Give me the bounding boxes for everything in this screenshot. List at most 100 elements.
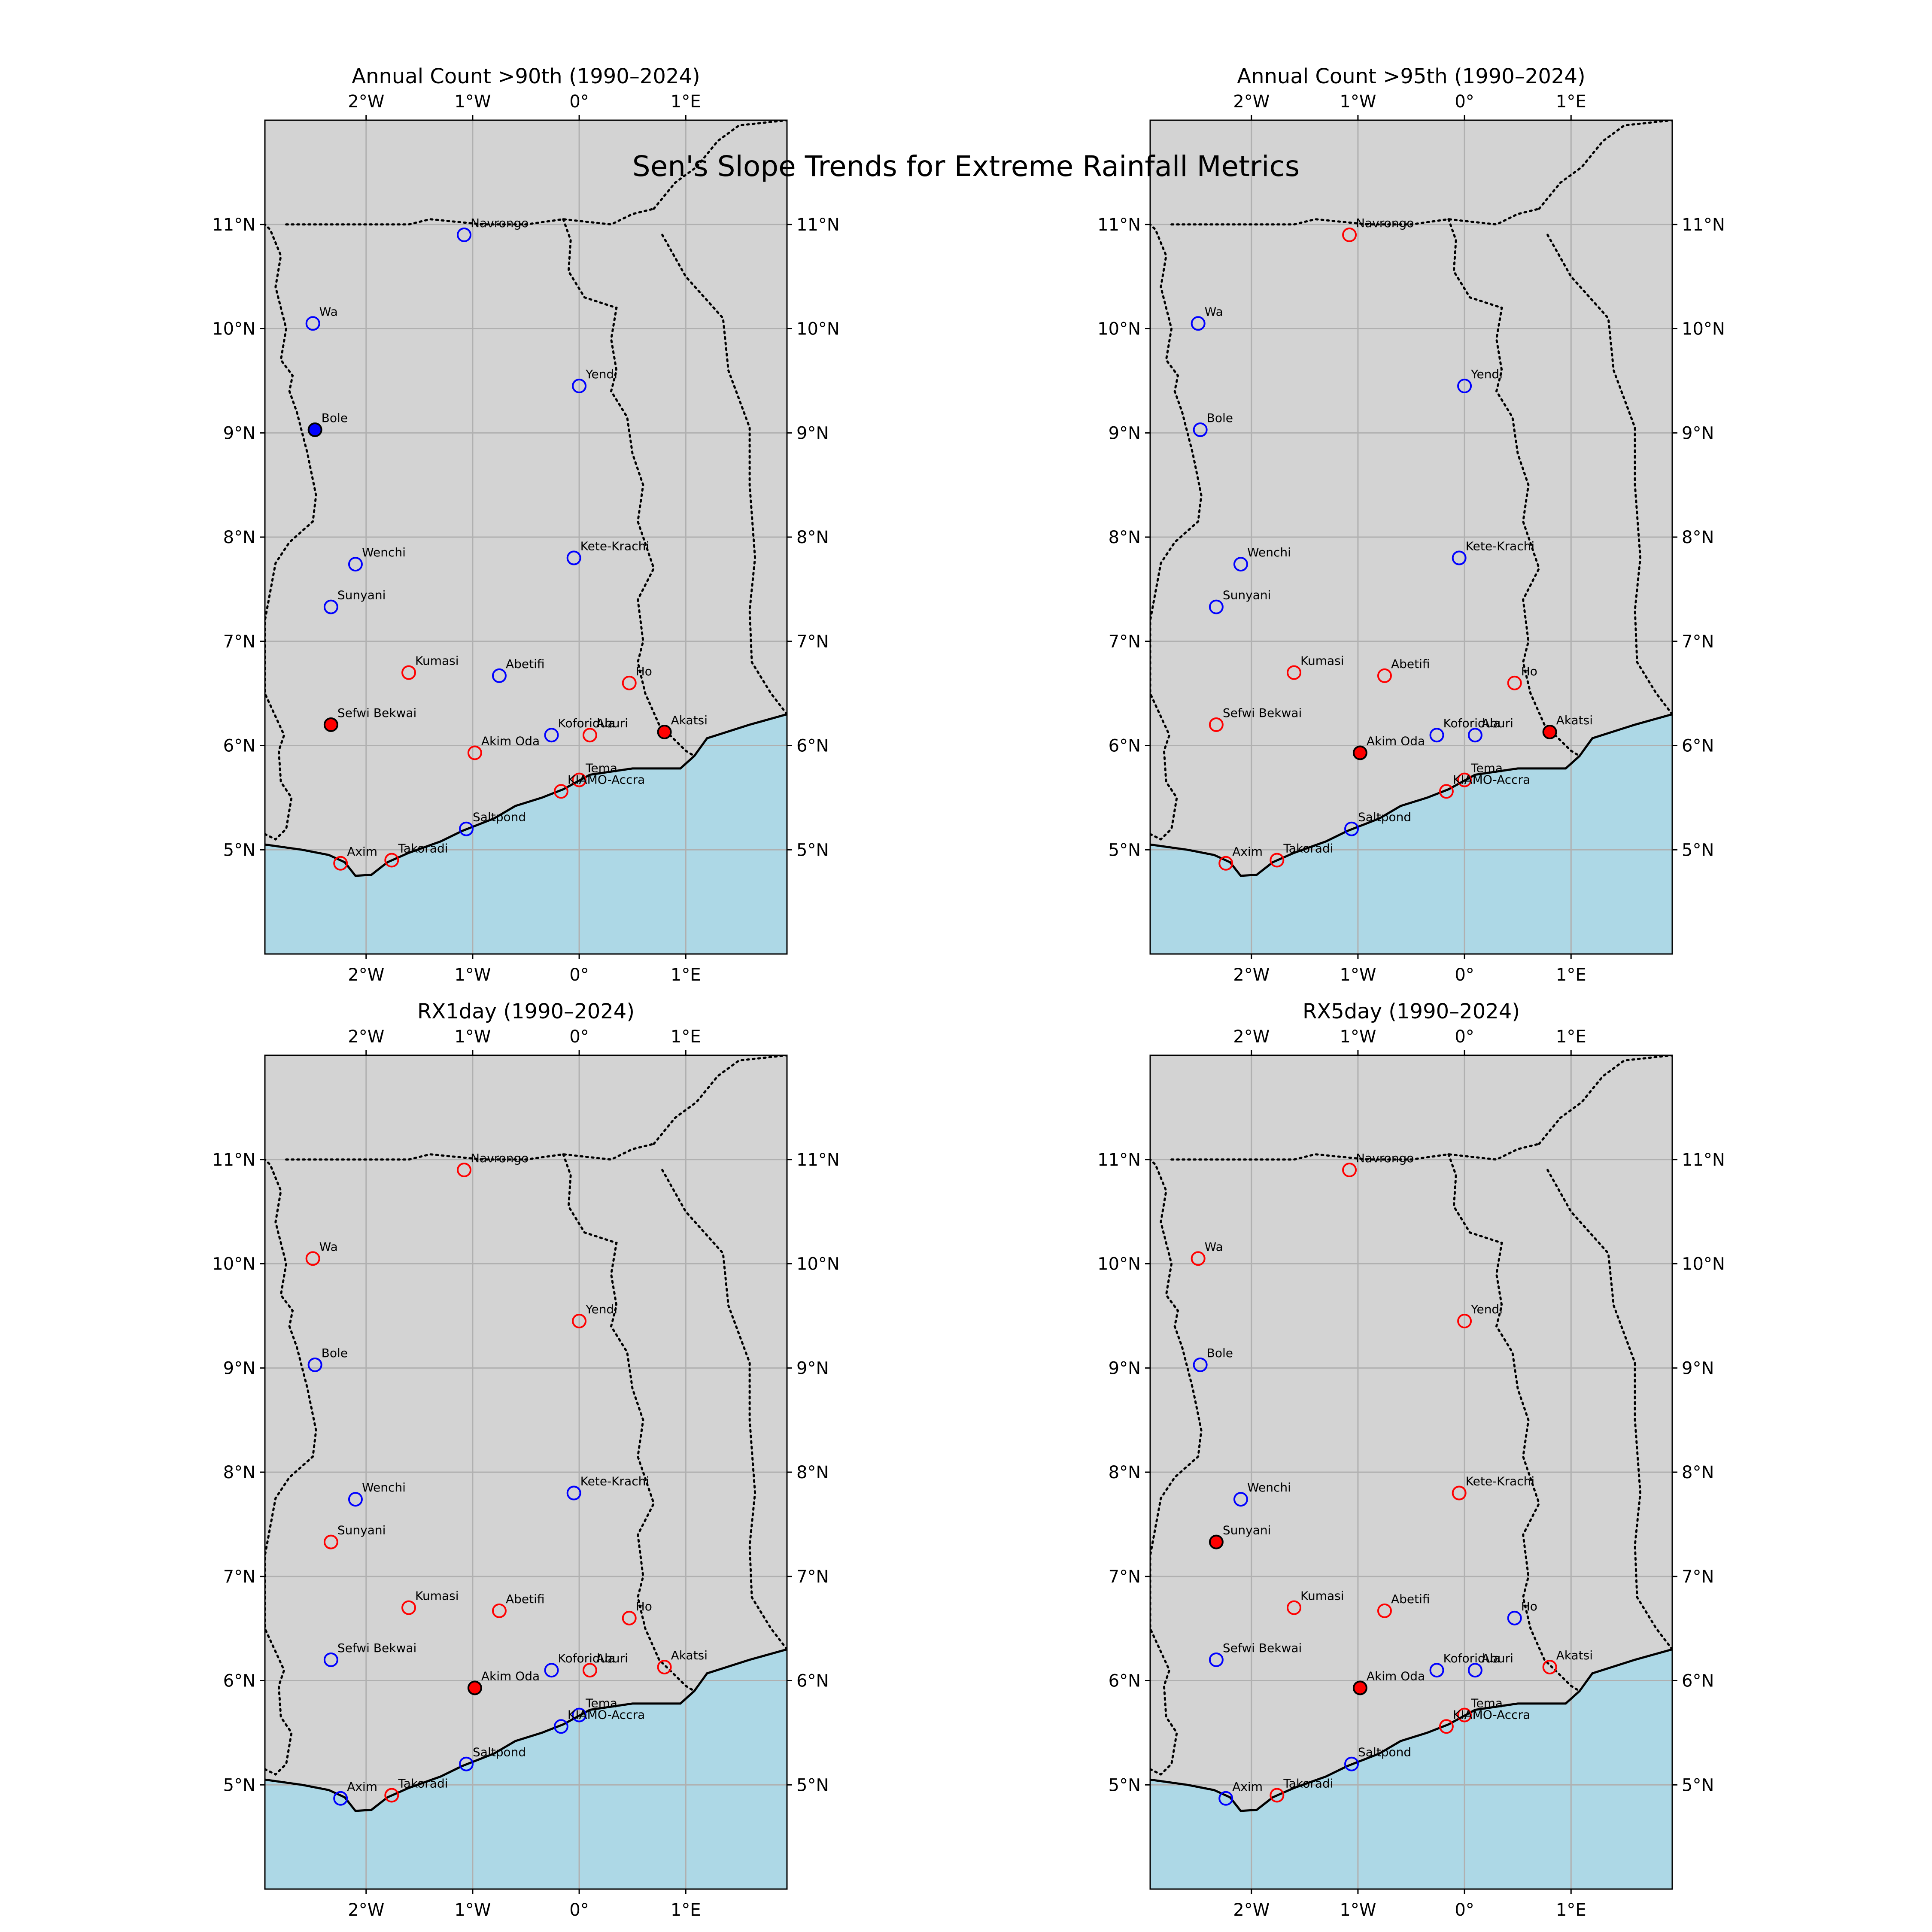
- station-label: Wa: [319, 1239, 338, 1254]
- country-border: [1538, 120, 1672, 210]
- station-marker: [1209, 717, 1224, 732]
- station-label: Yendi: [585, 367, 617, 381]
- lat-tick-label: 8°N: [1109, 528, 1141, 547]
- lat-tick-label: 10°N: [212, 319, 255, 339]
- lat-tick-label: 9°N: [223, 423, 255, 443]
- map-panel-1: Navrongo Wa Yendi Bole Kete-Krachi Wenchi Suny…: [212, 64, 840, 985]
- station-label: Abetifi: [506, 1592, 545, 1606]
- station-marker: [1429, 728, 1444, 743]
- station-marker: [1342, 1163, 1357, 1178]
- lon-tick-label: 2°W: [348, 965, 384, 985]
- station-marker: [622, 1610, 637, 1625]
- lon-tick-label-top: 1°W: [454, 92, 491, 112]
- lat-tick-label-right: 10°N: [1682, 319, 1725, 339]
- lon-tick-label: 1°W: [454, 965, 491, 985]
- lat-tick-label-right: 8°N: [1682, 528, 1714, 547]
- lat-tick-label-right: 10°N: [796, 1255, 840, 1274]
- station-marker: [384, 1788, 399, 1803]
- station-marker: [323, 1652, 338, 1667]
- lat-tick-label-right: 7°N: [1682, 632, 1714, 652]
- station-marker: [333, 856, 348, 871]
- station-label: Kumasi: [1300, 1589, 1344, 1603]
- lat-tick-label: 6°N: [1109, 736, 1141, 756]
- station-marker: [492, 668, 507, 683]
- country-border: [1170, 1142, 1540, 1161]
- station-marker: [572, 772, 587, 787]
- station-label: Aburi: [1482, 716, 1513, 730]
- lat-tick-label: 7°N: [223, 1567, 255, 1587]
- station-marker: [1452, 1485, 1467, 1501]
- station-marker: [401, 665, 416, 680]
- station-label: Takoradi: [1283, 841, 1333, 856]
- station-label: Aburi: [1482, 1651, 1513, 1665]
- station-marker: [323, 1534, 338, 1549]
- station-marker: [401, 1600, 416, 1615]
- lat-tick-label-right: 7°N: [796, 632, 829, 652]
- panel-title: RX5day (1990–2024): [1303, 999, 1520, 1024]
- station-marker: [1452, 550, 1467, 565]
- station-label: Bole: [322, 1346, 348, 1360]
- ocean-area: [265, 1649, 787, 1889]
- station-marker: [1467, 1663, 1482, 1678]
- station-marker: [459, 1756, 474, 1771]
- station-marker: [1507, 675, 1522, 690]
- lon-tick-label-top: 1°E: [1556, 1027, 1586, 1047]
- lon-tick-label-top: 2°W: [348, 92, 384, 112]
- country-border: [285, 207, 655, 226]
- station-label: Takoradi: [1283, 1777, 1333, 1791]
- station-label: Aburi: [596, 716, 628, 730]
- station-label: Akim Oda: [481, 1669, 540, 1683]
- panel-title: RX1day (1990–2024): [417, 999, 635, 1024]
- station-label: Saltpond: [1358, 810, 1411, 824]
- station-marker: [1209, 1652, 1224, 1667]
- station-label: Tema: [585, 761, 617, 775]
- station-marker: [572, 1707, 587, 1722]
- station-label: Sunyani: [337, 1523, 386, 1537]
- station-label: Wenchi: [362, 545, 406, 559]
- lon-tick-label: 1°E: [1556, 965, 1586, 985]
- station-label: Yendi: [585, 1302, 617, 1316]
- station-marker: [1457, 772, 1472, 787]
- station-label: Akim Oda: [1367, 1669, 1425, 1683]
- station-marker: [1344, 821, 1359, 836]
- station-label: Akatsi: [671, 1648, 708, 1662]
- station-marker: [1429, 1663, 1444, 1678]
- station-marker: [1233, 1492, 1248, 1507]
- station-marker: [1218, 1791, 1233, 1806]
- station-label: Yendi: [1470, 367, 1503, 381]
- country-border: [265, 1158, 317, 1776]
- station-marker: [1352, 1680, 1367, 1695]
- station-marker: [544, 728, 559, 743]
- lat-tick-label-right: 11°N: [1682, 1150, 1725, 1170]
- lat-tick-label: 7°N: [223, 632, 255, 652]
- station-marker: [459, 821, 474, 836]
- country-border: [1538, 1055, 1672, 1145]
- station-marker: [572, 379, 587, 394]
- lat-tick-label-right: 8°N: [796, 1463, 829, 1482]
- station-marker: [1377, 668, 1392, 683]
- station-label: Koforidua: [558, 1651, 615, 1665]
- station-label: Takoradi: [398, 841, 448, 856]
- lon-tick-label: 1°E: [1556, 1900, 1586, 1920]
- lat-tick-label: 9°N: [223, 1358, 255, 1378]
- station-label: KIAMO-Accra: [1453, 1707, 1530, 1722]
- station-marker: [1209, 599, 1224, 614]
- lat-tick-label-right: 11°N: [796, 1150, 840, 1170]
- coastline: [265, 713, 787, 877]
- station-marker: [305, 316, 320, 331]
- lat-tick-label: 6°N: [1109, 1671, 1141, 1691]
- country-border: [285, 1142, 655, 1161]
- station-label: Sefwi Bekwai: [1223, 1641, 1302, 1655]
- station-label: Koforidua: [1443, 1651, 1501, 1665]
- coastline: [1150, 1648, 1672, 1812]
- lat-tick-label-right: 5°N: [1682, 1775, 1714, 1795]
- station-label: Wa: [1205, 1239, 1223, 1254]
- lat-tick-label-right: 5°N: [796, 840, 829, 860]
- lon-tick-label: 0°: [569, 1900, 589, 1920]
- station-label: Bole: [1207, 411, 1233, 425]
- lat-tick-label-right: 10°N: [1682, 1255, 1725, 1274]
- station-label: Tema: [1470, 1696, 1503, 1710]
- station-label: Kete-Krachi: [1466, 539, 1534, 553]
- lat-tick-label-right: 10°N: [796, 319, 840, 339]
- station-marker: [457, 1163, 472, 1178]
